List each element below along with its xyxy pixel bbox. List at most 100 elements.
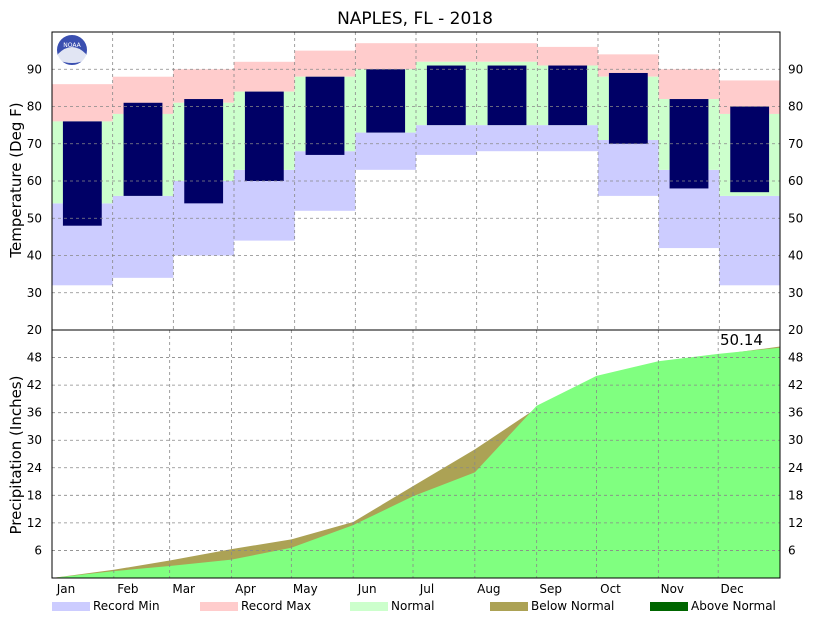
noaa-logo-text: NOAA bbox=[63, 42, 81, 49]
precipitation-tick-label: 42 bbox=[27, 378, 42, 392]
record-min-band bbox=[112, 195, 174, 278]
record-max-band bbox=[52, 84, 113, 122]
month-label: Jul bbox=[419, 582, 434, 596]
temperature-tick-label: 80 bbox=[788, 100, 803, 114]
total-precip-annotation: 50.14 bbox=[720, 331, 763, 349]
month-label: Oct bbox=[600, 582, 621, 596]
month-label: Nov bbox=[661, 582, 684, 596]
actual-temp-bar bbox=[123, 102, 163, 196]
actual-temp-bar bbox=[62, 121, 102, 226]
record-max-band bbox=[294, 50, 356, 77]
month-label: Feb bbox=[117, 582, 138, 596]
actual-temp-bar bbox=[305, 76, 345, 155]
record-max-band bbox=[234, 61, 295, 92]
precipitation-tick-label: 24 bbox=[27, 461, 42, 475]
precipitation-tick-label: 6 bbox=[34, 543, 42, 557]
temperature-tick-label: 30 bbox=[27, 286, 42, 300]
temperature-tick-label: 60 bbox=[27, 174, 42, 188]
temperature-tick-label: 40 bbox=[27, 249, 42, 263]
precipitation-tick-label: 36 bbox=[27, 406, 42, 420]
precipitation-axis-label: Precipitation (Inches) bbox=[7, 376, 25, 535]
month-label: Aug bbox=[477, 582, 500, 596]
precipitation-tick-labels: 6 6 12 12 18 18 24 24 30 30 36 36 42 42 48 48 20 20 bbox=[27, 323, 804, 557]
temperature-tick-label: 60 bbox=[788, 174, 803, 188]
precipitation-tick-label: 6 bbox=[788, 543, 796, 557]
precipitation-areas bbox=[52, 346, 780, 578]
record-min-band bbox=[537, 125, 598, 152]
legend-label: Normal bbox=[391, 599, 434, 613]
temperature-tick-label: 70 bbox=[27, 137, 42, 151]
record-max-band bbox=[416, 43, 477, 62]
temperature-tick-label: 50 bbox=[788, 211, 803, 225]
record-min-band bbox=[416, 125, 477, 155]
actual-precip-area bbox=[52, 347, 780, 578]
legend-label: Record Max bbox=[241, 599, 311, 613]
temperature-tick-label: 80 bbox=[27, 100, 42, 114]
precipitation-tick-label: 48 bbox=[788, 351, 803, 365]
noaa-logo-icon: NOAA bbox=[55, 33, 89, 67]
legend: Record Min Record Max Normal Below Normal Ab… bbox=[52, 599, 776, 613]
record-min-band bbox=[719, 195, 780, 286]
actual-temp-bar bbox=[426, 65, 466, 126]
precipitation-tick-label: 30 bbox=[788, 433, 803, 447]
legend-swatch bbox=[650, 602, 688, 611]
actual-temp-bar bbox=[487, 65, 527, 126]
record-max-band bbox=[355, 43, 416, 70]
chart-title: NAPLES, FL - 2018 bbox=[337, 9, 493, 29]
temperature-tick-labels: 30 30 40 40 50 50 60 60 70 70 80 80 90 90 bbox=[27, 62, 804, 300]
actual-temp-bar bbox=[608, 72, 648, 144]
legend-swatch bbox=[490, 602, 528, 611]
temperature-tick-label: 40 bbox=[788, 249, 803, 263]
precipitation-corner-tick: 20 bbox=[788, 323, 803, 337]
record-min-band bbox=[234, 169, 295, 241]
month-label: May bbox=[293, 582, 318, 596]
month-label: Jan bbox=[56, 582, 76, 596]
legend-swatch bbox=[200, 602, 238, 611]
temperature-bands bbox=[52, 43, 780, 286]
month-label: Apr bbox=[235, 582, 256, 596]
actual-temp-bar bbox=[730, 106, 770, 193]
record-min-band bbox=[476, 125, 538, 152]
actual-temp-bar bbox=[244, 91, 284, 181]
record-max-band bbox=[598, 54, 659, 77]
actual-temp-bar bbox=[548, 65, 588, 126]
legend-swatch bbox=[350, 602, 388, 611]
legend-label: Below Normal bbox=[531, 599, 614, 613]
actual-temp-bar bbox=[366, 69, 406, 133]
record-max-band bbox=[173, 69, 234, 103]
temperature-axis-label: Temperature (Deg F) bbox=[7, 102, 25, 258]
precipitation-tick-label: 48 bbox=[27, 351, 42, 365]
precipitation-tick-label: 12 bbox=[788, 516, 803, 530]
precipitation-tick-label: 18 bbox=[788, 488, 803, 502]
temperature-tick-label: 50 bbox=[27, 211, 42, 225]
precipitation-grid bbox=[52, 330, 780, 578]
actual-temp-bar bbox=[184, 99, 224, 204]
temperature-tick-label: 70 bbox=[788, 137, 803, 151]
temperature-tick-label: 30 bbox=[788, 286, 803, 300]
precipitation-tick-label: 12 bbox=[27, 516, 42, 530]
precipitation-tick-label: 30 bbox=[27, 433, 42, 447]
precipitation-tick-label: 36 bbox=[788, 406, 803, 420]
record-max-band bbox=[537, 46, 598, 66]
legend-swatch bbox=[52, 602, 90, 611]
precipitation-panel: 6 6 12 12 18 18 24 24 30 30 36 36 42 42 48 48 20 20 50.14… bbox=[7, 323, 803, 578]
month-label: Jun bbox=[357, 582, 377, 596]
month-tick-labels: Jan Feb Mar Apr May Jun Jul Aug Sep Oct Nov Dec bbox=[56, 582, 744, 596]
month-label: Dec bbox=[721, 582, 744, 596]
legend-label: Record Min bbox=[93, 599, 160, 613]
record-min-band bbox=[598, 140, 659, 196]
temperature-tick-label: 90 bbox=[27, 62, 42, 76]
record-max-band bbox=[658, 69, 720, 100]
temperature-panel: 30 30 40 40 50 50 60 60 70 70 80 80 90 90 NOAA Temper… bbox=[7, 32, 803, 330]
plot-frames bbox=[51, 31, 781, 579]
precipitation-tick-label: 42 bbox=[788, 378, 803, 392]
record-min-band bbox=[355, 132, 416, 170]
month-label: Sep bbox=[539, 582, 562, 596]
record-max-band bbox=[476, 43, 538, 62]
temperature-tick-label: 90 bbox=[788, 62, 803, 76]
precipitation-tick-label: 24 bbox=[788, 461, 803, 475]
legend-label: Above Normal bbox=[691, 599, 776, 613]
precipitation-tick-label: 18 bbox=[27, 488, 42, 502]
month-label: Mar bbox=[172, 582, 195, 596]
